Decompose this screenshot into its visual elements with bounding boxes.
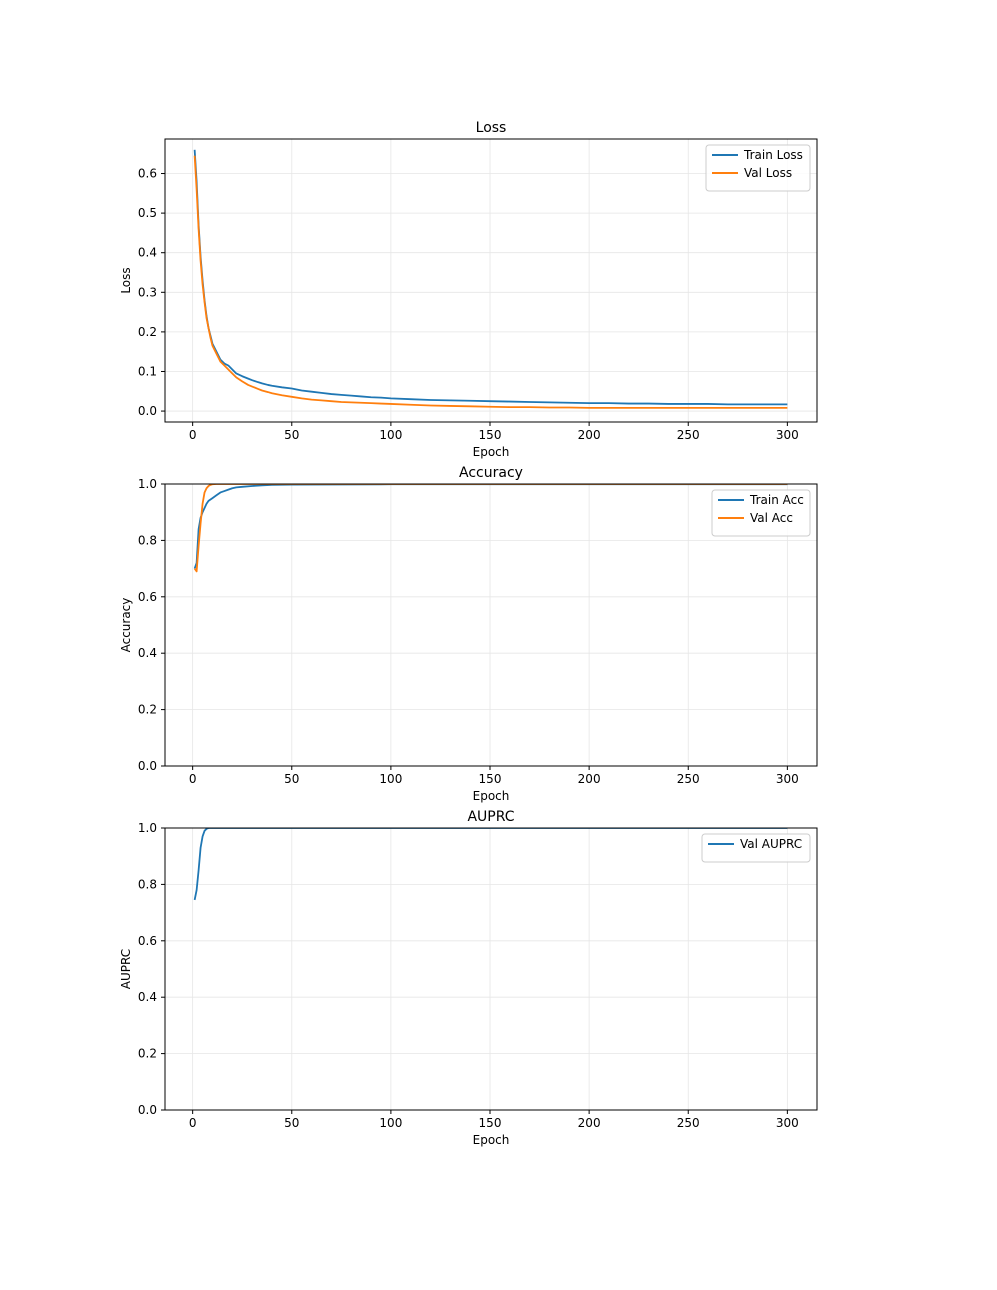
x-axis-label: Epoch	[473, 1133, 510, 1147]
x-tick-label: 250	[677, 428, 700, 442]
x-tick-label: 50	[284, 1116, 299, 1130]
x-axis-label: Epoch	[473, 789, 510, 803]
x-tick-label: 200	[578, 1116, 601, 1130]
y-tick-label: 1.0	[138, 477, 157, 491]
x-tick-label: 300	[776, 1116, 799, 1130]
chart-title: Accuracy	[459, 465, 523, 481]
x-tick-label: 300	[776, 428, 799, 442]
series-line-val-loss	[193, 155, 788, 409]
y-tick-label: 0.6	[138, 934, 157, 948]
y-tick-label: 0.4	[138, 246, 157, 260]
axes-frame	[164, 483, 818, 767]
series-line-val-auprc	[193, 828, 788, 901]
x-tick-label: 100	[379, 428, 402, 442]
x-tick-label: 0	[189, 1116, 197, 1130]
axes-frame	[164, 827, 818, 1111]
legend-box	[701, 833, 811, 863]
y-axis-label: AUPRC	[119, 949, 133, 989]
y-tick-label: 0.0	[138, 404, 157, 418]
y-tick-label: 0.2	[138, 1047, 157, 1061]
legend: Train Loss Val Loss	[705, 144, 811, 192]
x-tick-label: 200	[578, 772, 601, 786]
chart-title: AUPRC	[467, 809, 514, 825]
x-tick-label: 150	[479, 428, 502, 442]
chart-panel-accuracy: 0 50 100 150 200 250 300 0.0 0.2 0.4 0.6 0.8 1.0 Accu…	[119, 465, 818, 803]
x-tick-label: 300	[776, 772, 799, 786]
y-axis-label: Accuracy	[119, 598, 133, 653]
x-tick-label: 0	[189, 428, 197, 442]
x-tick-label: 250	[677, 1116, 700, 1130]
y-tick-label: 0.4	[138, 990, 157, 1004]
axes-frame	[164, 138, 818, 423]
chart-panel-loss: 0 50 100 150 200 250 300 0.0 0.1 0.2 0.3 0.4 0.5 0.6 L…	[119, 120, 818, 459]
y-tick-label: 0.2	[138, 703, 157, 717]
y-tick-label: 0.6	[138, 167, 157, 181]
y-tick-label: 0.8	[138, 533, 157, 547]
x-tick-label: 200	[578, 428, 601, 442]
x-tick-label: 0	[189, 772, 197, 786]
legend-label: Val Acc	[750, 511, 793, 525]
legend-box	[711, 489, 811, 537]
legend-label: Train Acc	[749, 493, 804, 507]
x-tick-label: 50	[284, 428, 299, 442]
x-tick-label: 150	[479, 772, 502, 786]
legend-box	[705, 144, 811, 192]
y-tick-label: 1.0	[138, 821, 157, 835]
x-axis-label: Epoch	[473, 445, 510, 459]
x-tick-label: 50	[284, 772, 299, 786]
y-tick-label: 0.1	[138, 364, 157, 378]
y-tick-label: 0.3	[138, 285, 157, 299]
x-tick-label: 100	[379, 1116, 402, 1130]
chart-title: Loss	[476, 120, 507, 136]
legend-label: Train Loss	[743, 148, 803, 162]
y-axis-label: Loss	[119, 267, 133, 293]
y-tick-label: 0.2	[138, 325, 157, 339]
y-tick-label: 0.0	[138, 759, 157, 773]
x-tick-label: 150	[479, 1116, 502, 1130]
x-tick-label: 100	[379, 772, 402, 786]
chart-panel-auprc: 0 50 100 150 200 250 300 0.0 0.2 0.4 0.6 0.8 1.0 AUPR…	[119, 809, 818, 1147]
y-tick-label: 0.4	[138, 646, 157, 660]
legend-label: Val AUPRC	[740, 837, 802, 851]
y-tick-label: 0.0	[138, 1103, 157, 1117]
y-tick-label: 0.5	[138, 206, 157, 220]
plots-container: 0 50 100 150 200 250 300 0.0 0.1 0.2 0.3 0.4 0.5 0.6 L…	[119, 120, 818, 1147]
legend: Train Acc Val Acc	[711, 489, 811, 537]
x-tick-label: 250	[677, 772, 700, 786]
legend-label: Val Loss	[744, 166, 792, 180]
legend: Val AUPRC	[701, 833, 811, 863]
y-tick-label: 0.8	[138, 877, 157, 891]
y-tick-label: 0.6	[138, 590, 157, 604]
